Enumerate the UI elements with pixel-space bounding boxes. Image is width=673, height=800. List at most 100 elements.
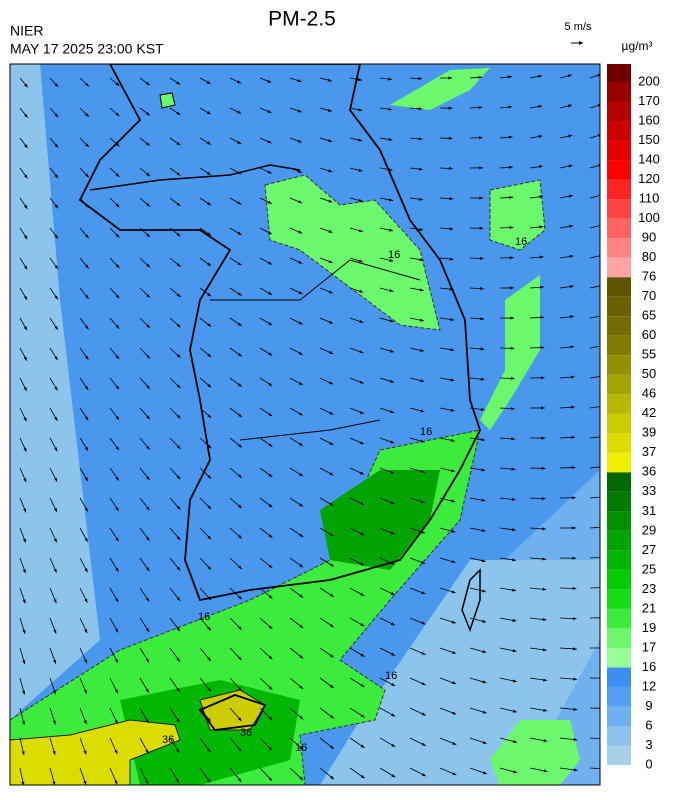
- colorbar-label: 17: [642, 639, 656, 654]
- colorbar-swatch: [607, 102, 631, 122]
- colorbar-swatch: [607, 355, 631, 375]
- colorbar-label: 200: [638, 73, 660, 88]
- contour-label: 16: [385, 670, 397, 682]
- wind-arrowhead: [601, 405, 605, 408]
- colorbar-label: 55: [642, 347, 656, 362]
- wind-arrowhead: [600, 345, 604, 348]
- colorbar-swatch: [607, 82, 631, 102]
- colorbar-swatch: [607, 648, 631, 668]
- wind-arrowhead: [601, 375, 605, 378]
- wind-legend-label: 5 m/s: [565, 21, 592, 33]
- colorbar-label: 36: [642, 464, 656, 479]
- colorbar-swatch: [607, 199, 631, 219]
- colorbar-swatch: [607, 316, 631, 336]
- colorbar-label: 9: [645, 698, 652, 713]
- colorbar-swatch: [607, 238, 631, 258]
- colorbar-label: 76: [642, 269, 656, 284]
- colorbar-unit: µg/m³: [622, 39, 653, 53]
- colorbar-label: 31: [642, 503, 656, 518]
- colorbar-label: 37: [642, 444, 656, 459]
- colorbar-label: 60: [642, 327, 656, 342]
- wind-arrowhead: [602, 526, 606, 529]
- colorbar-label: 21: [642, 600, 656, 615]
- colorbar-swatch: [607, 589, 631, 609]
- wind-arrowhead: [604, 707, 608, 710]
- colorbar-label: 80: [642, 249, 656, 264]
- colorbar-swatch: [607, 706, 631, 726]
- colorbar-swatch: [607, 531, 631, 551]
- colorbar-label: 23: [642, 581, 656, 596]
- wind-arrowhead: [600, 315, 604, 318]
- colorbar-swatch: [607, 277, 631, 297]
- contour-label: 36: [240, 727, 252, 739]
- wind-arrowhead: [601, 435, 605, 438]
- colorbar-swatch: [607, 609, 631, 629]
- wind-arrowhead: [602, 556, 606, 559]
- colorbar-label: 160: [638, 112, 660, 127]
- map: 16 16 16 16 16 16 36 36: [10, 64, 608, 785]
- colorbar-swatch: [607, 297, 631, 317]
- colorbar-swatch: [607, 64, 631, 82]
- wind-arrowhead: [603, 586, 607, 589]
- colorbar-label: 70: [642, 288, 656, 303]
- colorbar-swatch: [607, 550, 631, 570]
- colorbar-label: 65: [642, 308, 656, 323]
- colorbar-label: 27: [642, 542, 656, 557]
- colorbar-swatch: [607, 336, 631, 356]
- colorbar-label: 110: [639, 191, 660, 206]
- colorbar-label: 19: [642, 620, 656, 635]
- colorbar-swatch: [607, 121, 631, 141]
- wind-arrowhead: [604, 767, 608, 770]
- colorbar-label: 140: [638, 151, 660, 166]
- colorbar-swatch: [607, 453, 631, 473]
- contour-label: 16: [420, 426, 432, 438]
- colorbar-label: 150: [638, 132, 660, 147]
- contour-label: 16: [198, 611, 210, 623]
- colorbar-label: 3: [645, 737, 652, 752]
- wind-arrowhead: [601, 465, 605, 468]
- colorbar-label: 6: [645, 717, 652, 732]
- colorbar-swatch: [607, 492, 631, 512]
- colorbar-label: 120: [638, 171, 660, 186]
- colorbar-swatch: [607, 472, 631, 492]
- colorbar-label: 25: [642, 561, 656, 576]
- colorbar-swatch: [607, 375, 631, 395]
- colorbar-swatch: [607, 394, 631, 414]
- colorbar-swatch: [607, 219, 631, 239]
- contour-label: 16: [515, 236, 527, 248]
- wind-arrowhead: [603, 677, 607, 680]
- wind-legend-arrowhead: [579, 41, 583, 45]
- colorbar-swatch: [607, 160, 631, 180]
- island: [160, 93, 175, 108]
- colorbar-swatch: [607, 258, 631, 278]
- colorbar-swatch: [607, 141, 631, 161]
- title: PM-2.5: [268, 8, 336, 31]
- contour-label: 16: [388, 249, 400, 261]
- wind-arrowhead: [603, 616, 607, 619]
- colorbar-label: 46: [642, 386, 656, 401]
- colorbar: 0369121617192123252729313336373942465055…: [607, 64, 660, 771]
- colorbar-swatch: [607, 687, 631, 707]
- colorbar-label: 90: [642, 230, 656, 245]
- colorbar-swatch: [607, 414, 631, 434]
- colorbar-swatch: [607, 745, 631, 765]
- contour-label: 16: [295, 742, 307, 754]
- timestamp: MAY 17 2025 23:00 KST: [10, 41, 164, 57]
- colorbar-swatch: [607, 667, 631, 687]
- wind-arrow: [590, 708, 607, 709]
- colorbar-label: 42: [642, 405, 656, 420]
- contour-label: 36: [162, 734, 174, 746]
- colorbar-label: 39: [642, 425, 656, 440]
- colorbar-swatch: [607, 511, 631, 531]
- wind-arrowhead: [603, 646, 607, 649]
- colorbar-label: 170: [638, 93, 660, 108]
- colorbar-label: 29: [642, 522, 656, 537]
- colorbar-label: 100: [638, 210, 660, 225]
- colorbar-label: 16: [642, 659, 656, 674]
- colorbar-label: 12: [642, 678, 656, 693]
- colorbar-swatch: [607, 180, 631, 200]
- colorbar-swatch: [607, 433, 631, 453]
- wind-arrowhead: [602, 495, 606, 498]
- colorbar-label: 33: [642, 483, 656, 498]
